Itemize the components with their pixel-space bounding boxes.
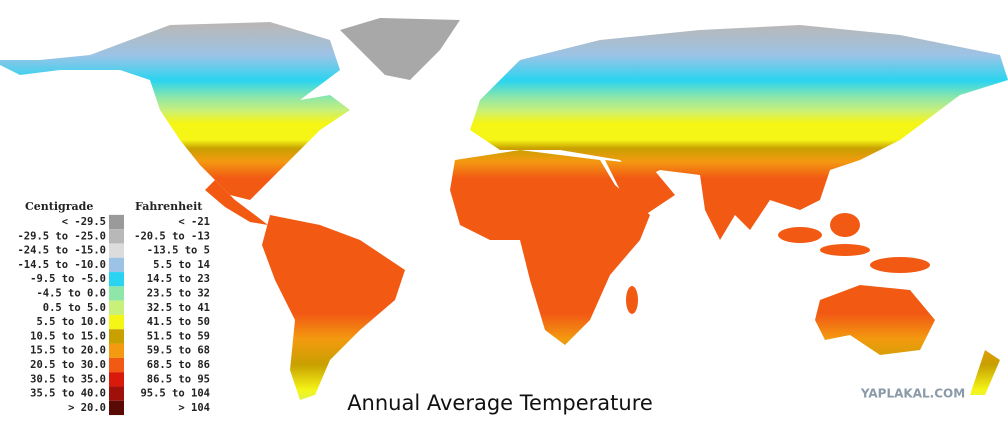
map-title: Annual Average Temperature xyxy=(347,391,653,415)
fahrenheit-range: -20.5 to -13 xyxy=(134,230,210,242)
fahrenheit-range: 59.5 to 68 xyxy=(147,345,210,357)
celsius-range: 30.5 to 35.0 xyxy=(30,373,106,385)
new-guinea xyxy=(870,257,930,273)
celsius-range: 35.5 to 40.0 xyxy=(30,388,106,400)
celsius-range: 10.5 to 15.0 xyxy=(30,330,106,342)
legend-header: Fahrenheit xyxy=(135,200,203,213)
celsius-range: -29.5 to -25.0 xyxy=(17,230,106,242)
madagascar xyxy=(626,286,638,314)
celsius-range: 5.5 to 10.0 xyxy=(36,316,106,328)
legend-swatch xyxy=(109,372,124,387)
celsius-range: -9.5 to -5.0 xyxy=(30,273,106,285)
watermark: YAPLAKAL.COM xyxy=(860,387,965,401)
legend: Centigrade Fahrenheit < -29.5 < -21 -29.5 … xyxy=(17,200,210,416)
north-america xyxy=(0,22,350,200)
celsius-range: 15.5 to 20.0 xyxy=(30,345,106,357)
new-zealand xyxy=(970,350,1000,395)
south-america xyxy=(262,215,405,400)
sumatra xyxy=(778,227,822,243)
legend-swatch xyxy=(109,272,124,287)
legend-swatch xyxy=(109,214,124,230)
legend-swatch xyxy=(109,257,124,273)
fahrenheit-range: < -21 xyxy=(178,216,210,228)
africa xyxy=(450,150,650,345)
fahrenheit-range: 14.5 to 23 xyxy=(147,273,210,285)
legend-swatch xyxy=(109,243,124,258)
arabia xyxy=(605,160,675,215)
greenland xyxy=(340,18,460,80)
legend-swatch xyxy=(109,386,124,401)
fahrenheit-range: 51.5 to 59 xyxy=(147,330,210,342)
fahrenheit-range: 5.5 to 14 xyxy=(153,259,210,271)
legend-swatch xyxy=(109,229,124,244)
fahrenheit-range: 95.5 to 104 xyxy=(140,388,210,400)
fahrenheit-range: > 104 xyxy=(178,402,210,414)
india xyxy=(700,175,740,240)
legend-swatch xyxy=(109,329,124,344)
legend-swatch xyxy=(109,400,124,416)
java xyxy=(820,244,870,256)
fahrenheit-range: -13.5 to 5 xyxy=(147,245,210,257)
legend-swatch xyxy=(109,314,124,330)
fahrenheit-range: 86.5 to 95 xyxy=(147,373,210,385)
land xyxy=(0,22,1008,400)
legend-header: Centigrade xyxy=(25,200,93,213)
legend-swatch xyxy=(109,286,124,301)
fahrenheit-range: 41.5 to 50 xyxy=(147,316,210,328)
celsius-range: -24.5 to -15.0 xyxy=(17,245,106,257)
celsius-range: < -29.5 xyxy=(62,216,106,228)
fahrenheit-range: 23.5 to 32 xyxy=(147,288,210,300)
eurasia xyxy=(470,25,1008,230)
celsius-range: 0.5 to 5.0 xyxy=(43,302,106,314)
legend-swatch xyxy=(109,343,124,358)
fahrenheit-range: 68.5 to 86 xyxy=(147,359,210,371)
fahrenheit-range: 32.5 to 41 xyxy=(147,302,210,314)
celsius-range: > 20.0 xyxy=(68,402,106,414)
legend-swatch xyxy=(109,300,124,315)
celsius-range: -14.5 to -10.0 xyxy=(17,259,106,271)
central-america xyxy=(205,180,268,225)
celsius-range: 20.5 to 30.0 xyxy=(30,359,106,371)
borneo xyxy=(830,213,860,237)
celsius-range: -4.5 to 0.0 xyxy=(36,288,106,300)
australia xyxy=(815,285,935,355)
legend-swatch xyxy=(109,357,124,373)
